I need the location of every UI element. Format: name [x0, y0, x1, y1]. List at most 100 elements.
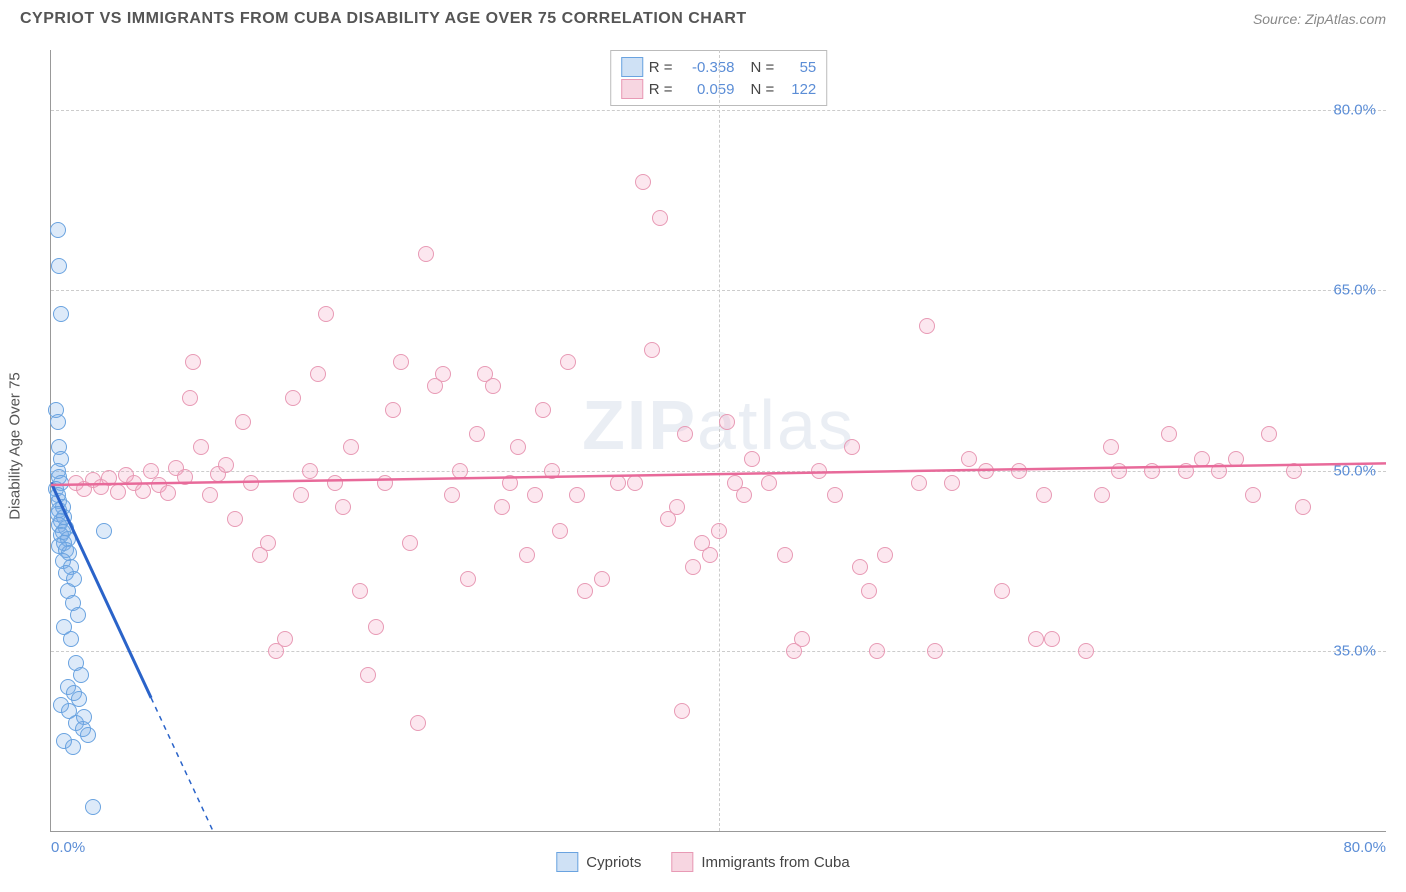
scatter-point: [101, 470, 117, 486]
scatter-point: [410, 715, 426, 731]
scatter-point: [560, 354, 576, 370]
scatter-point: [1036, 487, 1052, 503]
scatter-point: [50, 414, 66, 430]
scatter-point: [677, 426, 693, 442]
scatter-point: [744, 451, 760, 467]
scatter-point: [1194, 451, 1210, 467]
scatter-point: [143, 463, 159, 479]
scatter-point: [235, 414, 251, 430]
scatter-point: [135, 483, 151, 499]
scatter-point: [227, 511, 243, 527]
source-credit: Source: ZipAtlas.com: [1253, 11, 1386, 27]
scatter-point: [510, 439, 526, 455]
scatter-point: [318, 306, 334, 322]
scatter-point: [569, 487, 585, 503]
scatter-point: [65, 739, 81, 755]
r-value-1: -0.358: [679, 59, 735, 76]
scatter-point: [869, 643, 885, 659]
scatter-point: [1078, 643, 1094, 659]
scatter-point: [702, 547, 718, 563]
series-legend: Cypriots Immigrants from Cuba: [556, 852, 849, 872]
scatter-point: [110, 484, 126, 500]
scatter-point: [577, 583, 593, 599]
scatter-point: [1261, 426, 1277, 442]
scatter-point: [80, 727, 96, 743]
scatter-point: [185, 354, 201, 370]
scatter-point: [927, 643, 943, 659]
gridline-v: [719, 50, 720, 831]
scatter-chart: ZIPatlas R = -0.358 N = 55 R = 0.059 N =…: [50, 50, 1386, 832]
scatter-point: [96, 523, 112, 539]
scatter-point: [63, 631, 79, 647]
scatter-point: [919, 318, 935, 334]
scatter-point: [627, 475, 643, 491]
scatter-point: [944, 475, 960, 491]
scatter-point: [811, 463, 827, 479]
scatter-point: [719, 414, 735, 430]
scatter-point: [435, 366, 451, 382]
scatter-point: [260, 535, 276, 551]
scatter-point: [368, 619, 384, 635]
scatter-point: [527, 487, 543, 503]
scatter-point: [1178, 463, 1194, 479]
x-tick-label: 80.0%: [1343, 839, 1386, 856]
scatter-point: [685, 559, 701, 575]
scatter-point: [502, 475, 518, 491]
scatter-point: [452, 463, 468, 479]
scatter-point: [469, 426, 485, 442]
scatter-point: [285, 390, 301, 406]
scatter-point: [861, 583, 877, 599]
scatter-point: [1144, 463, 1160, 479]
scatter-point: [182, 390, 198, 406]
chart-title: CYPRIOT VS IMMIGRANTS FROM CUBA DISABILI…: [20, 10, 747, 28]
y-tick-label: 50.0%: [1333, 462, 1376, 479]
legend-label-1: Cypriots: [586, 854, 641, 871]
scatter-point: [302, 463, 318, 479]
r-value-2: 0.059: [679, 81, 735, 98]
scatter-point: [460, 571, 476, 587]
y-tick-label: 80.0%: [1333, 102, 1376, 119]
scatter-point: [293, 487, 309, 503]
y-axis-label: Disability Age Over 75: [7, 372, 24, 520]
scatter-point: [73, 667, 89, 683]
scatter-point: [1094, 487, 1110, 503]
scatter-point: [177, 469, 193, 485]
scatter-point: [535, 402, 551, 418]
legend-swatch-2: [671, 852, 693, 872]
n-value-2: 122: [780, 81, 816, 98]
scatter-point: [961, 451, 977, 467]
scatter-point: [1211, 463, 1227, 479]
scatter-point: [343, 439, 359, 455]
scatter-point: [218, 457, 234, 473]
scatter-point: [1011, 463, 1027, 479]
scatter-point: [402, 535, 418, 551]
r-label: R =: [649, 59, 673, 76]
scatter-point: [761, 475, 777, 491]
scatter-point: [652, 210, 668, 226]
scatter-point: [552, 523, 568, 539]
scatter-point: [51, 258, 67, 274]
scatter-point: [635, 174, 651, 190]
scatter-point: [444, 487, 460, 503]
scatter-point: [53, 306, 69, 322]
scatter-point: [1044, 631, 1060, 647]
scatter-point: [1111, 463, 1127, 479]
scatter-point: [50, 222, 66, 238]
scatter-point: [494, 499, 510, 515]
scatter-point: [736, 487, 752, 503]
scatter-point: [544, 463, 560, 479]
scatter-point: [243, 475, 259, 491]
scatter-point: [70, 607, 86, 623]
scatter-point: [327, 475, 343, 491]
scatter-point: [594, 571, 610, 587]
scatter-point: [1295, 499, 1311, 515]
scatter-point: [519, 547, 535, 563]
legend-swatch-1: [556, 852, 578, 872]
legend-item-2: Immigrants from Cuba: [671, 852, 849, 872]
scatter-point: [418, 246, 434, 262]
scatter-point: [994, 583, 1010, 599]
y-tick-label: 35.0%: [1333, 642, 1376, 659]
scatter-point: [610, 475, 626, 491]
swatch-series-1: [621, 57, 643, 77]
scatter-point: [877, 547, 893, 563]
